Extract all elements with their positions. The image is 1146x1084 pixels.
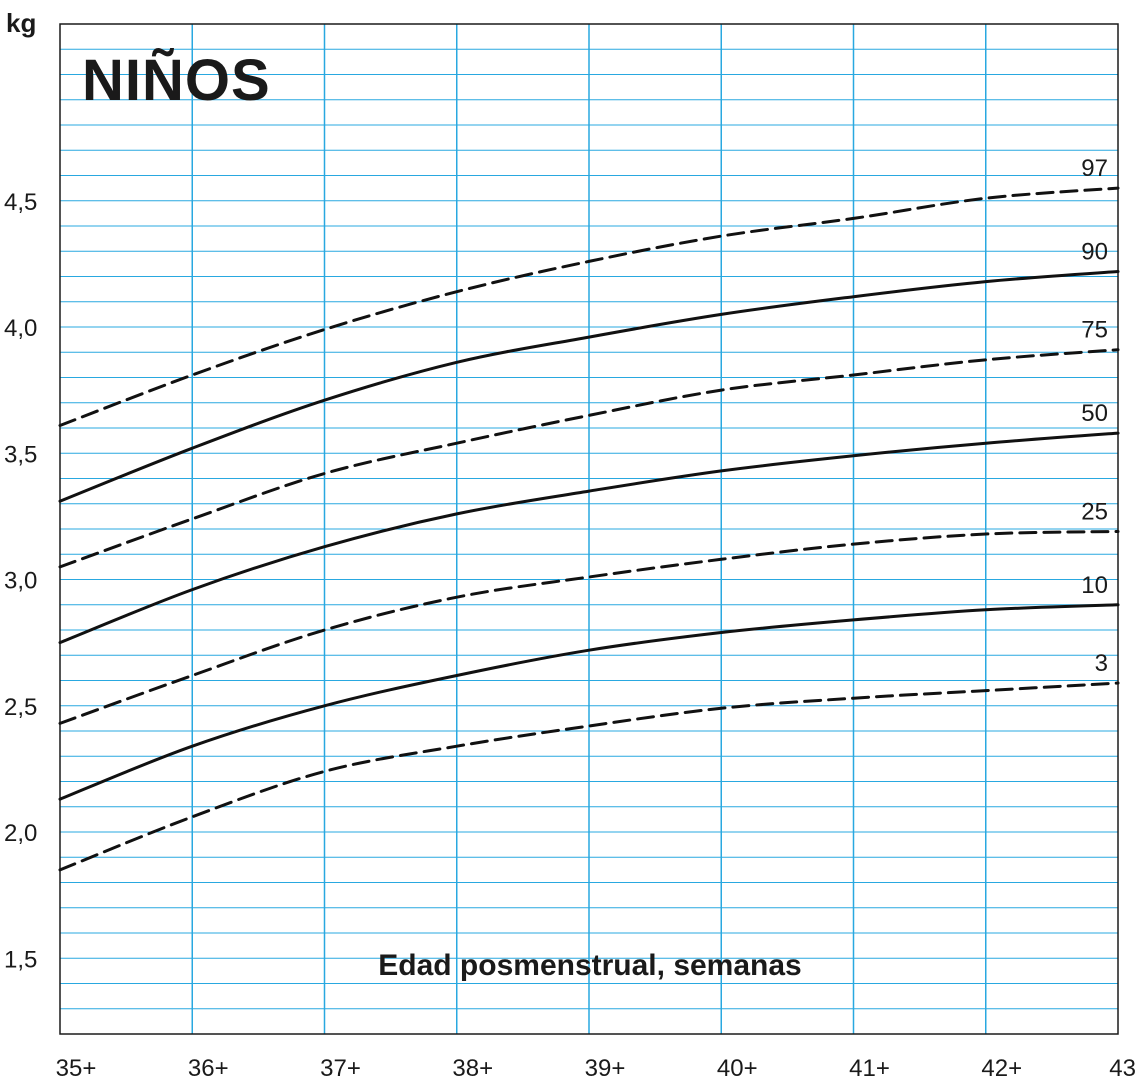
x-tick-label: 40+ xyxy=(717,1055,758,1082)
x-tick-label: 37+ xyxy=(320,1055,361,1082)
major-gridlines xyxy=(191,24,987,1034)
y-tick-label: 1,5 xyxy=(4,946,37,973)
x-tick-label: 35+ xyxy=(56,1055,97,1082)
plot-frame xyxy=(59,23,1119,1035)
percentile-75-curve xyxy=(58,348,1120,569)
percentile-3-label: 3 xyxy=(1095,650,1108,677)
x-tick-label: 43 xyxy=(1109,1055,1136,1082)
percentile-97-label: 97 xyxy=(1081,155,1108,182)
x-tick-label: 39+ xyxy=(585,1055,626,1082)
y-tick-label: 4,0 xyxy=(4,315,37,342)
y-tick-label: 3,0 xyxy=(4,568,37,595)
percentile-10-label: 10 xyxy=(1081,572,1108,599)
x-tick-label: 38+ xyxy=(452,1055,493,1082)
x-tick-label: 41+ xyxy=(849,1055,890,1082)
chart-title: NIÑOS xyxy=(82,48,271,113)
y-tick-label: 2,5 xyxy=(4,694,37,721)
percentile-10-curve xyxy=(58,603,1120,801)
y-axis-unit-label: kg xyxy=(6,8,36,38)
percentile-curves xyxy=(58,186,1120,872)
percentile-75-label: 75 xyxy=(1081,317,1108,344)
percentile-90-label: 90 xyxy=(1081,238,1108,265)
percentile-90-curve xyxy=(58,270,1120,503)
y-axis-ticks: 1,5 2,0 2,5 3,0 3,5 4,0 4,5 xyxy=(4,189,37,974)
y-tick-label: 4,5 xyxy=(4,189,37,216)
percentile-3-curve xyxy=(58,681,1120,872)
y-tick-label: 2,0 xyxy=(4,820,37,847)
x-tick-label: 42+ xyxy=(981,1055,1022,1082)
percentile-50-label: 50 xyxy=(1081,400,1108,427)
percentile-25-label: 25 xyxy=(1081,499,1108,526)
x-tick-label: 36+ xyxy=(188,1055,229,1082)
percentile-labels: 97 90 75 50 25 10 3 xyxy=(1081,155,1108,677)
percentile-50-curve xyxy=(58,431,1120,645)
percentile-97-curve xyxy=(58,186,1120,427)
x-axis-label: Edad posmenstrual, semanas xyxy=(378,949,802,982)
x-axis-ticks: 35+ 36+ 37+ 38+ 39+ 40+ 41+ 42+ 43 xyxy=(56,1055,1136,1082)
percentile-25-curve xyxy=(58,530,1120,725)
y-tick-label: 3,5 xyxy=(4,441,37,468)
